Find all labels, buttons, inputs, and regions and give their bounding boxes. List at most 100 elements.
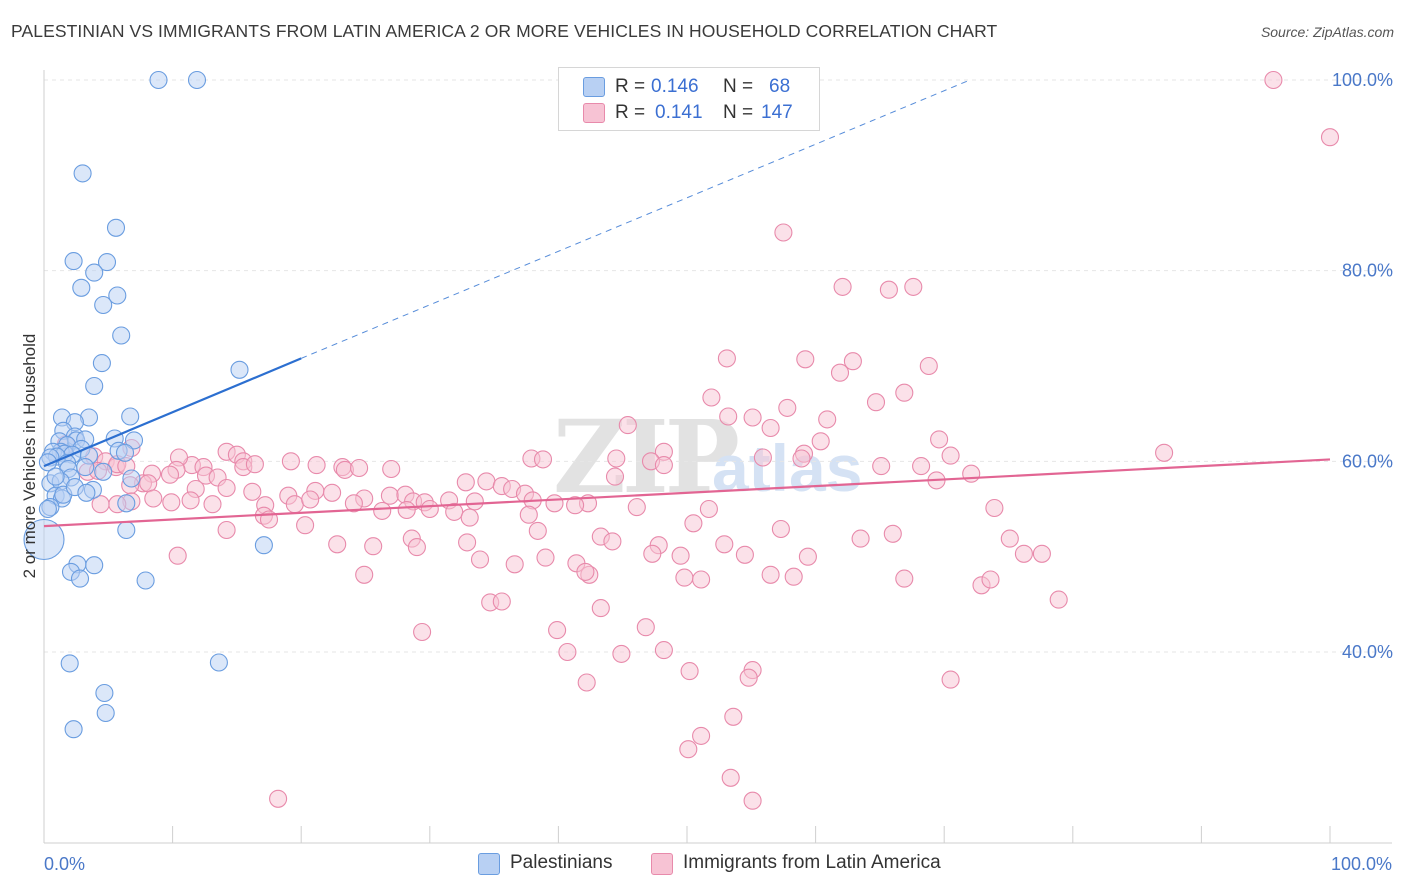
legend-r-value: 0.141 (655, 102, 703, 123)
data-point (612, 644, 631, 663)
data-point (407, 538, 426, 557)
data-point (38, 499, 57, 519)
data-point (912, 457, 931, 476)
data-point (245, 455, 264, 474)
data-point (784, 567, 803, 586)
bottom-legend-swatch-pink (651, 853, 673, 875)
data-point (456, 473, 475, 492)
legend-n-value: 68 (769, 76, 791, 97)
data-point (92, 354, 111, 373)
data-point (95, 683, 114, 703)
legend-n-label: N = (723, 102, 754, 123)
data-point (350, 458, 369, 478)
data-point (23, 518, 65, 561)
data-point (792, 449, 811, 468)
data-point (717, 349, 736, 368)
data-point (533, 450, 553, 469)
data-point (895, 383, 914, 402)
data-point (64, 720, 83, 739)
data-point (699, 499, 718, 519)
trend-line-immigrants (43, 458, 1331, 528)
data-point (136, 571, 155, 590)
x-tick-label-min: 0.0% (44, 854, 85, 874)
data-point (675, 568, 694, 587)
data-point (281, 452, 300, 471)
data-point (1049, 590, 1068, 609)
data-point (162, 493, 181, 512)
watermark-atlas: atlas (712, 431, 863, 505)
data-point (851, 529, 870, 548)
data-point (420, 499, 439, 519)
data-point (168, 546, 187, 565)
data-point (679, 740, 698, 759)
data-point (761, 418, 780, 438)
data-point (702, 388, 721, 407)
data-point (879, 280, 898, 299)
data-point (962, 464, 981, 483)
data-point (577, 673, 596, 692)
trend-lines (43, 79, 1331, 528)
data-point (654, 456, 673, 475)
data-point (843, 352, 862, 371)
legend-swatch-pink (583, 103, 605, 123)
data-point (328, 535, 347, 554)
legend-r-label: R = (615, 102, 646, 123)
data-point (96, 703, 115, 723)
data-point (1320, 128, 1340, 147)
data-point (724, 707, 743, 726)
data-point (106, 218, 126, 237)
data-point (144, 489, 163, 508)
data-point (566, 496, 585, 515)
data-point (112, 326, 131, 345)
data-point (1000, 529, 1019, 548)
data-point (217, 520, 236, 540)
y-axis-label: 2 or more Vehicles in Household (20, 334, 39, 579)
data-point (833, 277, 852, 296)
data-point (778, 398, 797, 417)
data-point (636, 618, 655, 637)
data-point (721, 768, 740, 787)
data-point (719, 407, 738, 426)
legend-n-value: 147 (761, 102, 793, 123)
data-point (117, 494, 136, 513)
data-point (296, 516, 315, 535)
y-tick-label: 80.0% (1342, 261, 1393, 281)
data-point (883, 524, 902, 543)
data-point (187, 70, 207, 90)
data-point (77, 483, 96, 502)
data-point (981, 570, 1000, 589)
data-point (413, 622, 432, 642)
data-point (97, 253, 117, 272)
data-point (160, 465, 180, 484)
y-tick-label: 100.0% (1332, 70, 1393, 90)
data-point (715, 535, 734, 554)
data-point (985, 498, 1004, 518)
bottom-legend-swatch-blue (478, 853, 500, 875)
data-point (301, 490, 320, 509)
data-point (108, 286, 127, 305)
data-point (735, 545, 754, 564)
data-point (796, 350, 815, 369)
data-point (607, 449, 626, 468)
data-point (60, 654, 79, 673)
data-point (364, 537, 383, 556)
data-point (477, 472, 496, 491)
data-point (209, 653, 228, 672)
data-point (692, 570, 711, 589)
source-label: Source: ZipAtlas.com (1260, 24, 1394, 40)
legend-n-label: N = (723, 76, 754, 97)
data-point (739, 668, 758, 687)
data-point (830, 363, 850, 382)
x-tick-label-max: 100.0% (1331, 854, 1392, 874)
stats-legend: R = 0.146 N = 68 R = 0.141 N = 147 (558, 67, 820, 131)
data-point (122, 469, 141, 488)
trend-line-palestinians (43, 357, 302, 468)
data-point (470, 550, 490, 569)
data-point (285, 495, 304, 514)
data-point (627, 498, 646, 517)
data-point (269, 789, 288, 808)
data-point (355, 565, 374, 584)
data-point (307, 456, 326, 475)
data-point (818, 410, 837, 429)
